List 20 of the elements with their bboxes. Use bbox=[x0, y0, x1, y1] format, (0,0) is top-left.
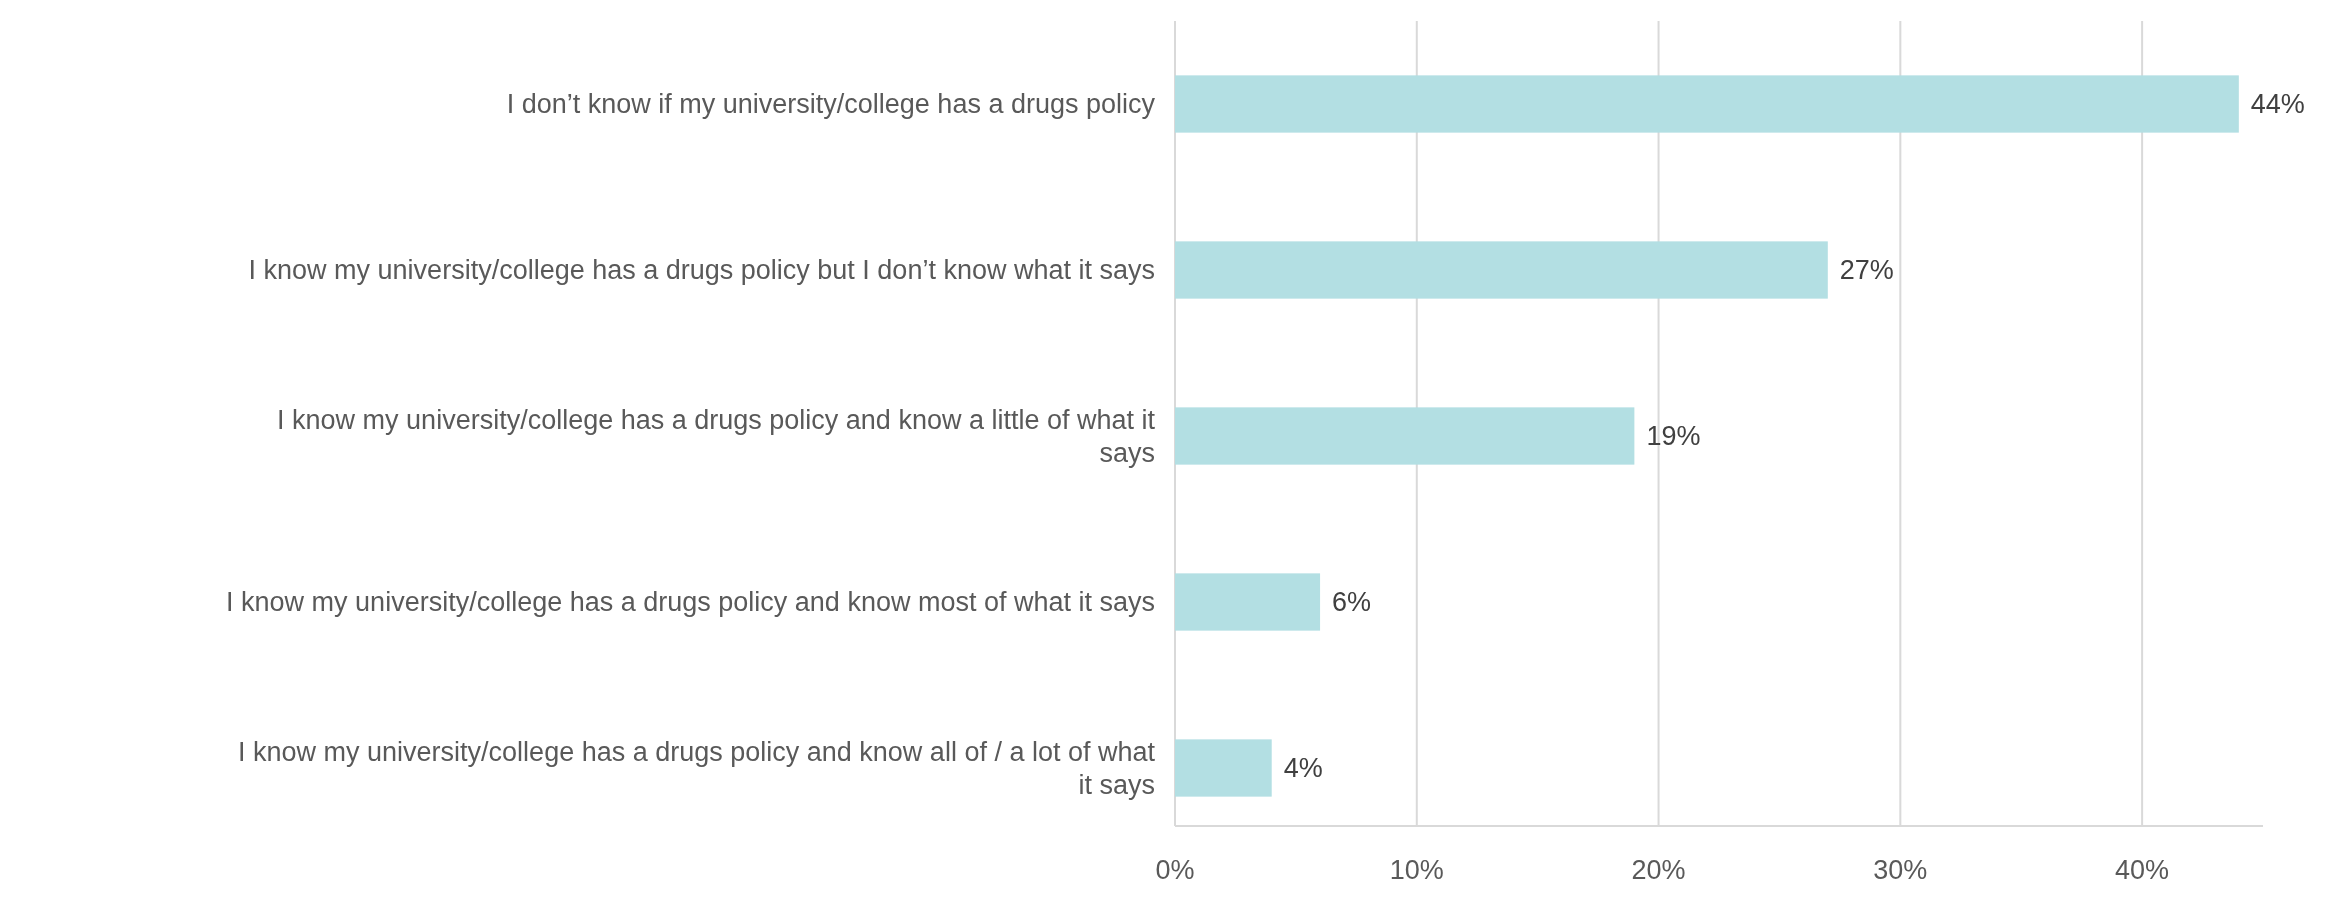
y-tick-label: I know my university/college has a drugs policy and know most of what it says bbox=[226, 587, 1155, 618]
data-label: 44% bbox=[2250, 89, 2305, 120]
bar bbox=[1175, 407, 1635, 465]
x-tick-label: 10% bbox=[1389, 855, 1444, 885]
bar bbox=[1175, 739, 1272, 797]
data-label: 6% bbox=[1332, 587, 1372, 618]
bar bbox=[1175, 241, 1828, 299]
y-tick-label: I know my university/college has a drugs policy but I don’t know what it says bbox=[248, 255, 1155, 286]
y-tick-label: I know my university/college has a drugs policy and know a little of what it says bbox=[277, 405, 1156, 468]
x-tick-label: 20% bbox=[1631, 855, 1686, 885]
bar bbox=[1175, 75, 2239, 133]
x-tick-label: 40% bbox=[2115, 855, 2170, 885]
data-label: 4% bbox=[1283, 753, 1323, 784]
y-tick-label: I don’t know if my university/college has a drugs policy bbox=[506, 89, 1156, 120]
x-tick-label: 30% bbox=[1873, 855, 1928, 885]
bar bbox=[1175, 573, 1321, 631]
x-tick-label: 0% bbox=[1155, 855, 1195, 885]
data-label: 27% bbox=[1839, 255, 1894, 286]
y-tick-label: I know my university/college has a drugs policy and know all of / a lot of what it says bbox=[238, 737, 1156, 800]
data-label: 19% bbox=[1646, 421, 1701, 452]
